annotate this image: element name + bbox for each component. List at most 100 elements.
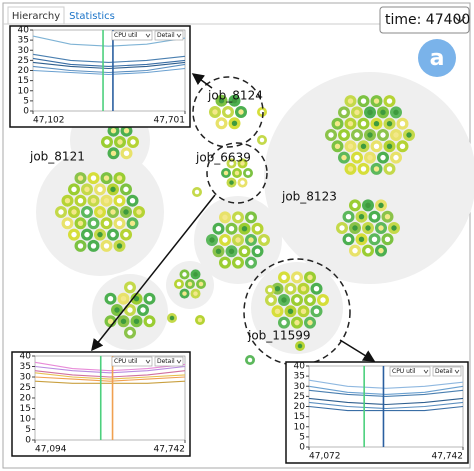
dropdown[interactable] <box>111 30 153 41</box>
node-core <box>117 139 123 145</box>
node-core <box>373 166 380 172</box>
y-tick-label: 15 <box>294 412 305 422</box>
node-core <box>222 237 228 243</box>
series-line <box>308 385 464 395</box>
node-core <box>215 225 222 232</box>
dropdown-label[interactable]: CPU util <box>114 358 138 365</box>
node-core <box>234 170 240 176</box>
node-core <box>341 109 347 116</box>
dropdown[interactable] <box>154 356 184 367</box>
dropdown[interactable] <box>154 30 184 41</box>
node-core <box>123 231 129 238</box>
node-core <box>347 166 354 172</box>
tab-label[interactable]: Hierarchy <box>12 11 60 22</box>
dropdown-arrow <box>423 369 429 374</box>
node-core <box>71 209 77 215</box>
dropdown[interactable] <box>389 366 431 377</box>
dropdown-arrow <box>454 369 460 374</box>
node-core <box>209 237 215 243</box>
node-core <box>320 297 326 303</box>
node-core <box>371 236 378 243</box>
node-core <box>218 120 225 127</box>
dropdown-label[interactable]: Detail <box>435 368 453 375</box>
node-core <box>71 231 77 238</box>
node-core <box>218 97 225 104</box>
node-core <box>367 154 373 161</box>
node-core <box>110 186 116 193</box>
node-core <box>77 220 84 227</box>
series-line <box>308 379 464 389</box>
node-core <box>367 132 373 138</box>
time-select[interactable] <box>379 6 470 34</box>
tab[interactable] <box>7 6 65 25</box>
node-core <box>399 120 406 127</box>
node-core <box>307 319 313 326</box>
node-core <box>294 319 300 326</box>
node-core <box>123 150 130 157</box>
node-core <box>231 120 238 127</box>
node-core <box>386 166 393 172</box>
node-core <box>360 143 367 150</box>
node-core <box>373 143 380 150</box>
y-tick-label: 0 <box>299 443 305 453</box>
node-core <box>259 137 265 143</box>
node-core <box>107 318 114 325</box>
node-core <box>116 197 123 204</box>
y-tick-label: 25 <box>20 383 31 393</box>
x-tick-label: 47,102 <box>33 116 65 126</box>
node-core <box>347 143 354 150</box>
node-core <box>198 281 204 287</box>
node-core <box>212 109 218 115</box>
node-core <box>58 209 64 215</box>
time-label[interactable]: time: 47400 <box>385 12 470 28</box>
y-tick-label: 35 <box>294 372 305 382</box>
node-core <box>287 308 294 315</box>
dropdown-label[interactable]: CPU util <box>114 32 138 39</box>
node-core <box>247 357 253 363</box>
chart-panel <box>285 361 469 464</box>
node-core <box>378 225 384 231</box>
node-core <box>334 120 341 127</box>
arrow <box>339 339 376 362</box>
node-core <box>136 209 142 215</box>
y-tick-label: 0 <box>23 107 29 117</box>
node-core <box>103 220 110 227</box>
dropdown[interactable] <box>432 366 462 377</box>
group-circle <box>264 72 474 284</box>
node-core <box>341 132 347 138</box>
series-line <box>308 405 464 412</box>
series-line <box>32 61 186 70</box>
node-core <box>334 143 341 150</box>
y-tick-label: 30 <box>20 373 32 383</box>
node-core <box>123 186 129 193</box>
tab-label[interactable]: Statistics <box>69 11 115 22</box>
node-core <box>347 98 354 104</box>
dropdown-label[interactable]: CPU util <box>392 368 416 375</box>
node-core <box>133 318 140 325</box>
job-label: job_8121 <box>29 150 85 164</box>
node-core <box>110 209 116 215</box>
node-core <box>71 186 77 193</box>
node-core <box>352 225 358 231</box>
node-core <box>235 214 241 221</box>
dropdown-arrow <box>176 359 182 364</box>
y-tick-label: 20 <box>294 402 306 412</box>
y-tick-label: 5 <box>23 96 29 106</box>
dropdown-label[interactable]: Detail <box>157 32 175 39</box>
node-core <box>367 109 373 116</box>
dropdown[interactable] <box>111 356 153 367</box>
node-core <box>274 285 281 292</box>
series-line <box>34 380 186 384</box>
node-core <box>225 109 231 115</box>
dropdown-label[interactable]: Detail <box>157 358 175 365</box>
node-core <box>307 274 313 281</box>
arrow <box>191 73 213 89</box>
series-line <box>308 397 464 406</box>
node-core <box>222 214 228 221</box>
node-core <box>347 120 354 127</box>
node-core <box>248 214 254 221</box>
node-core <box>229 161 234 166</box>
node-core <box>222 259 228 266</box>
node-core <box>229 180 234 185</box>
node-core <box>365 202 371 209</box>
